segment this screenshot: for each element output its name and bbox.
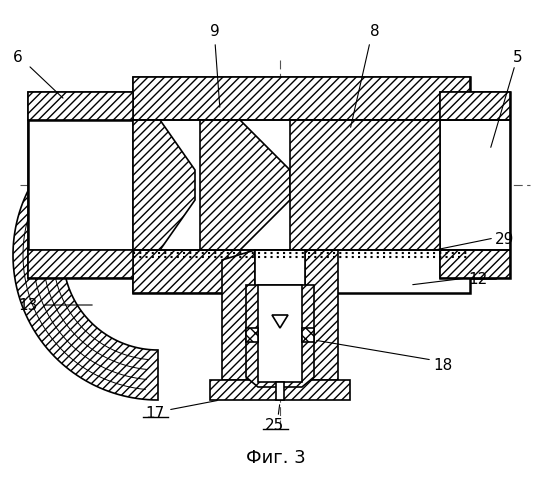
Polygon shape <box>133 77 470 120</box>
Text: 29: 29 <box>495 232 514 248</box>
Polygon shape <box>133 120 195 250</box>
Polygon shape <box>28 92 133 120</box>
Polygon shape <box>28 92 133 278</box>
Polygon shape <box>133 250 333 293</box>
Polygon shape <box>200 120 290 250</box>
Polygon shape <box>276 382 284 400</box>
Text: 13: 13 <box>18 298 38 312</box>
Text: 5: 5 <box>513 50 523 64</box>
Text: 9: 9 <box>210 24 220 40</box>
Polygon shape <box>440 250 510 278</box>
Polygon shape <box>222 250 255 380</box>
Polygon shape <box>28 250 133 278</box>
Text: 25: 25 <box>265 418 285 432</box>
Polygon shape <box>210 380 350 400</box>
Polygon shape <box>246 328 258 342</box>
Polygon shape <box>440 120 510 250</box>
Polygon shape <box>272 315 288 328</box>
Polygon shape <box>440 92 510 120</box>
Polygon shape <box>246 285 314 387</box>
Text: 8: 8 <box>370 24 380 40</box>
Text: 18: 18 <box>434 358 452 372</box>
Polygon shape <box>305 250 338 380</box>
Polygon shape <box>13 189 158 400</box>
Text: 6: 6 <box>13 50 23 64</box>
Polygon shape <box>290 120 440 250</box>
Polygon shape <box>133 77 495 293</box>
Polygon shape <box>302 328 314 342</box>
Polygon shape <box>440 92 510 278</box>
Text: 12: 12 <box>468 272 487 287</box>
Text: Фиг. 3: Фиг. 3 <box>246 449 306 467</box>
Polygon shape <box>258 285 302 382</box>
Text: 17: 17 <box>145 406 165 420</box>
Polygon shape <box>255 250 305 380</box>
Polygon shape <box>28 120 133 250</box>
